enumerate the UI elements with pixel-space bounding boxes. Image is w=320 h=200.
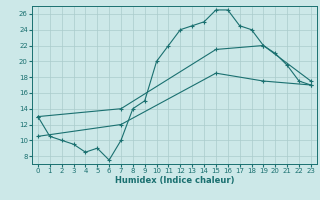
X-axis label: Humidex (Indice chaleur): Humidex (Indice chaleur)	[115, 176, 234, 185]
